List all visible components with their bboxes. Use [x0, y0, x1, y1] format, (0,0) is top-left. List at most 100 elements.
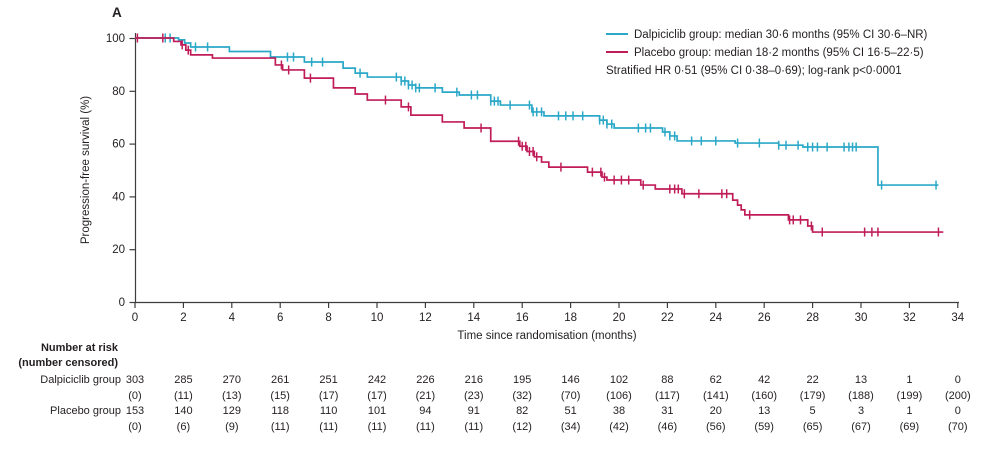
risk-cell: (34) — [560, 421, 581, 433]
x-tick-label: 18 — [564, 312, 577, 324]
risk-cell: 226 — [416, 374, 435, 386]
risk-cell: 216 — [464, 374, 483, 386]
risk-cell: (46) — [657, 421, 678, 433]
y-tick-label: 0 — [119, 297, 125, 309]
x-tick-label: 16 — [516, 312, 529, 324]
risk-cell: 303 — [125, 374, 145, 386]
risk-table-header-line1: Number at risk — [40, 342, 118, 354]
risk-cell: (11) — [270, 421, 290, 433]
hr-annotation: Stratified HR 0·51 (95% CI 0·38–0·69); l… — [606, 65, 902, 77]
risk-cell: (21) — [415, 390, 436, 402]
risk-cell: (65) — [802, 421, 823, 433]
risk-cell: (106) — [606, 390, 632, 402]
risk-cell: (179) — [799, 390, 826, 402]
risk-cell: 13 — [854, 374, 868, 386]
risk-cell: (11) — [174, 390, 193, 402]
x-tick-label: 6 — [277, 312, 283, 324]
y-tick-label: 40 — [112, 191, 125, 203]
risk-cell: 82 — [516, 405, 529, 417]
x-tick-label: 20 — [613, 312, 626, 324]
risk-cell: 0 — [954, 374, 961, 386]
risk-cell: 146 — [561, 374, 580, 386]
risk-cell: (0) — [128, 390, 142, 402]
legend-label-placebo: Placebo group: median 18·2 months (95% C… — [634, 47, 924, 59]
risk-cell: 1 — [906, 405, 913, 417]
x-tick-label: 2 — [180, 312, 186, 324]
x-tick-label: 4 — [229, 312, 236, 324]
risk-cell: 42 — [758, 374, 771, 386]
legend-label-dalpiciclib: Dalpiciclib group: median 30·6 months (9… — [634, 29, 928, 41]
km-curve-dalpiciclib — [135, 37, 939, 186]
risk-cell: 22 — [806, 374, 819, 386]
risk-cell: 140 — [174, 405, 193, 417]
risk-cell: (117) — [654, 390, 680, 402]
risk-cell: (32) — [512, 390, 532, 402]
risk-row-label-placebo: Placebo group — [50, 405, 121, 417]
risk-cell: 38 — [612, 405, 626, 417]
risk-cell: (42) — [609, 421, 629, 433]
risk-cell: 153 — [125, 405, 145, 417]
x-tick-label: 12 — [419, 312, 432, 324]
legend-item-dalpiciclib: Dalpiciclib group: median 30·6 months (9… — [606, 26, 927, 44]
risk-cell: 88 — [661, 374, 674, 386]
x-tick-label: 14 — [467, 312, 480, 324]
x-tick-label: 30 — [855, 312, 868, 324]
risk-cell: (13) — [222, 390, 242, 402]
risk-cell: 110 — [319, 405, 338, 417]
risk-cell: 195 — [513, 374, 532, 386]
x-tick-label: 24 — [709, 312, 722, 324]
risk-row-label-dalpiciclib: Dalpiciclib group — [40, 374, 121, 386]
risk-cell: 261 — [271, 374, 290, 386]
km-curve-placebo — [135, 37, 944, 233]
risk-cell: 91 — [467, 405, 480, 417]
risk-cell: 62 — [709, 374, 722, 386]
x-tick-label: 26 — [758, 312, 771, 324]
risk-cell: 118 — [271, 405, 289, 417]
x-tick-label: 28 — [806, 312, 819, 324]
risk-cell: (12) — [512, 421, 532, 433]
risk-cell: (199) — [896, 390, 923, 402]
risk-cell: 1 — [906, 374, 913, 386]
x-tick-label: 34 — [951, 312, 964, 324]
risk-cell: (11) — [464, 421, 484, 433]
risk-cell: 20 — [709, 405, 722, 417]
y-axis-title: Progression-free survival (%) — [80, 95, 92, 245]
risk-cell: (23) — [464, 390, 484, 402]
risk-cell: 270 — [222, 374, 241, 386]
risk-cell: 251 — [319, 374, 338, 386]
risk-cell: (141) — [702, 390, 729, 402]
risk-cell: 242 — [367, 374, 387, 386]
risk-cell: 285 — [174, 374, 193, 386]
x-tick-label: 0 — [132, 312, 138, 324]
risk-cell: (70) — [948, 421, 968, 433]
risk-cell: 0 — [954, 405, 961, 417]
legend-swatch-placebo-icon — [606, 50, 628, 53]
legend-swatch-dalpiciclib-icon — [606, 32, 628, 35]
risk-cell: (0) — [128, 421, 142, 433]
risk-cell: 129 — [222, 405, 241, 417]
y-tick-label: 100 — [106, 33, 125, 45]
y-tick-label: 80 — [112, 86, 125, 98]
risk-cell: 3 — [857, 405, 865, 417]
y-tick-label: 60 — [112, 139, 125, 151]
risk-cell: (70) — [560, 390, 581, 402]
x-tick-label: 8 — [325, 312, 331, 324]
risk-cell: (17) — [318, 390, 339, 402]
risk-cell: (188) — [848, 390, 874, 402]
risk-cell: 51 — [564, 405, 577, 417]
risk-cell: (67) — [851, 421, 871, 433]
risk-cell: (15) — [270, 390, 290, 402]
risk-cell: (11) — [416, 421, 435, 433]
risk-cell: (11) — [319, 421, 338, 433]
x-axis-title: Time since randomisation (months) — [457, 330, 637, 342]
risk-cell: 101 — [367, 405, 387, 417]
risk-cell: (59) — [754, 421, 774, 433]
x-tick-label: 22 — [661, 312, 674, 324]
risk-cell: 5 — [809, 405, 816, 417]
x-tick-label: 32 — [903, 312, 916, 324]
risk-cell: 102 — [609, 374, 629, 386]
y-tick-label: 20 — [112, 244, 125, 256]
risk-cell: (69) — [899, 421, 920, 433]
